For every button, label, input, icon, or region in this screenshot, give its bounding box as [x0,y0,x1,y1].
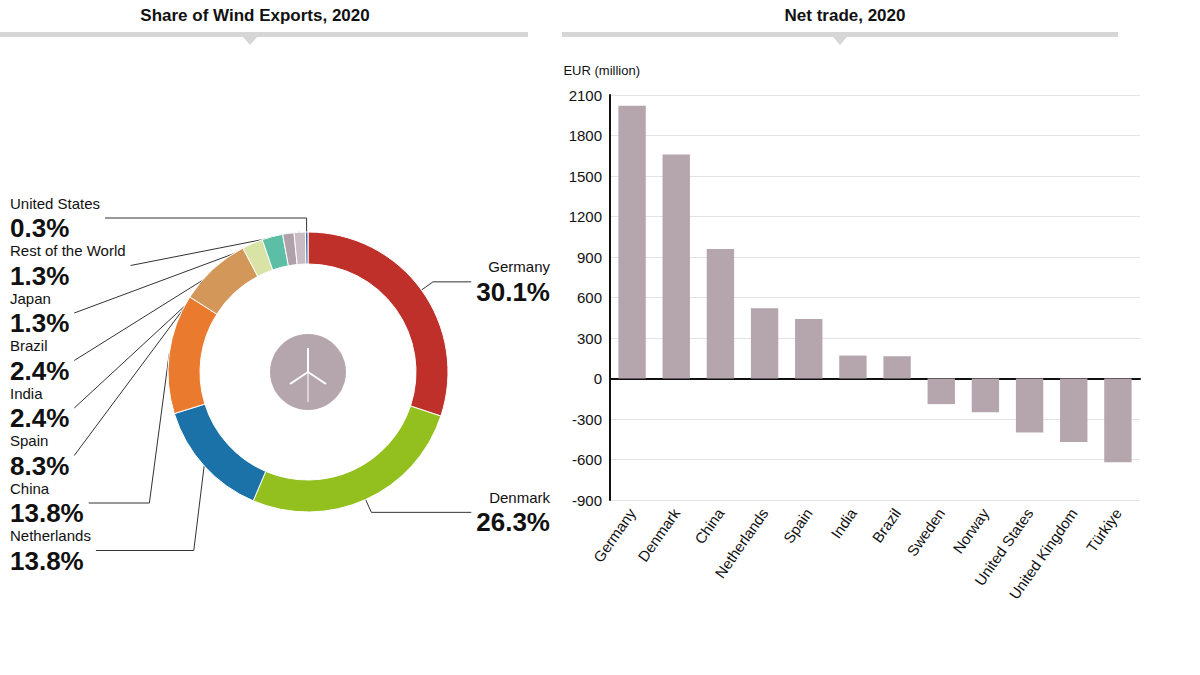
svg-text:0.3%: 0.3% [10,213,69,243]
svg-text:Türkiye: Türkiye [1083,505,1125,555]
svg-text:900: 900 [577,249,602,266]
svg-text:Share of Wind Exports: Share of Wind Exports [140,6,322,25]
svg-text:, 2020: , 2020 [322,6,369,25]
svg-text:1.3%: 1.3% [10,261,69,291]
svg-text:0: 0 [594,370,602,387]
svg-text:600: 600 [577,289,602,306]
svg-text:Net trade: Net trade [785,6,859,25]
svg-text:EUR (million): EUR (million) [563,63,640,78]
svg-text:26.3%: 26.3% [476,507,550,537]
svg-text:1200: 1200 [569,208,602,225]
svg-text:2100: 2100 [569,87,602,104]
svg-text:United States: United States [970,505,1037,589]
svg-text:Norway: Norway [949,505,992,557]
svg-text:300: 300 [577,330,602,347]
svg-text:-300: -300 [572,411,602,428]
svg-text:Brazil: Brazil [869,505,904,545]
svg-text:-600: -600 [572,451,602,468]
svg-text:Germany: Germany [488,258,550,275]
svg-text:Netherlands: Netherlands [10,527,91,544]
svg-text:China: China [691,505,728,547]
svg-text:1500: 1500 [569,168,602,185]
svg-text:China: China [10,480,50,497]
svg-text:United States: United States [10,195,100,212]
svg-text:Sweden: Sweden [903,505,948,559]
svg-text:India: India [827,505,860,542]
svg-text:1800: 1800 [569,127,602,144]
svg-text:1.3%: 1.3% [10,308,69,338]
svg-text:Spain: Spain [780,505,816,546]
svg-text:United Kingdom: United Kingdom [1006,505,1081,602]
svg-text:Denmark: Denmark [634,505,683,565]
svg-text:30.1%: 30.1% [476,277,550,307]
svg-text:13.8%: 13.8% [10,498,84,528]
svg-text:Germany: Germany [590,505,640,566]
svg-text:Spain: Spain [10,432,48,449]
svg-text:Japan: Japan [10,290,51,307]
svg-text:Netherlands: Netherlands [711,505,771,581]
svg-text:Rest of the World: Rest of the World [10,242,126,259]
svg-text:13.8%: 13.8% [10,546,84,576]
svg-text:2.4%: 2.4% [10,356,69,386]
svg-text:8.3%: 8.3% [10,451,69,481]
svg-text:Denmark: Denmark [489,489,550,506]
svg-text:Brazil: Brazil [10,337,48,354]
svg-text:, 2020: , 2020 [858,6,905,25]
svg-text:India: India [10,385,43,402]
svg-text:2.4%: 2.4% [10,403,69,433]
svg-text:-900: -900 [572,492,602,509]
